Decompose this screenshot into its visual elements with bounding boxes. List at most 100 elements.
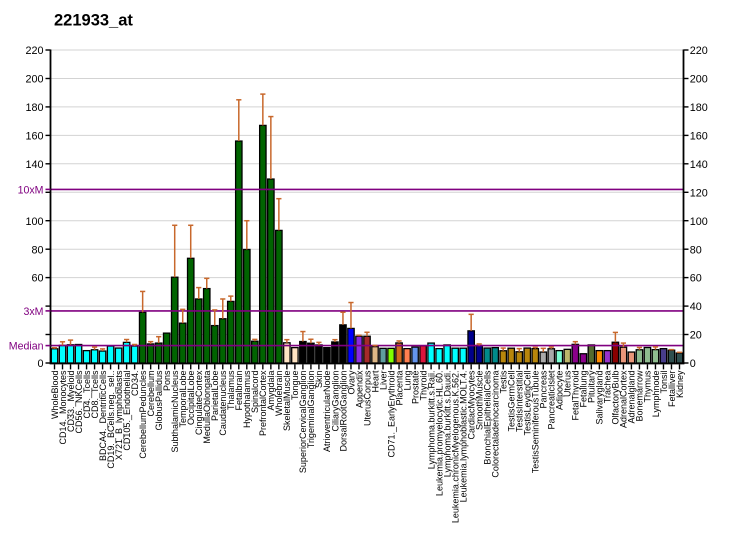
svg-text:Thymus: Thymus [643, 370, 653, 403]
svg-text:GlobusPallidus: GlobusPallidus [154, 370, 164, 431]
svg-text:20: 20 [690, 330, 702, 342]
svg-text:Caudatenucleus: Caudatenucleus [218, 370, 228, 436]
svg-text:Adrenalgland: Adrenalgland [627, 371, 637, 424]
svg-text:Lymphoma.burkitt.s.Daudi.: Lymphoma.burkitt.s.Daudi. [442, 371, 452, 478]
svg-text:Cerebellum: Cerebellum [146, 371, 156, 417]
svg-text:Prostate: Prostate [410, 371, 420, 405]
svg-text:180: 180 [690, 102, 708, 114]
svg-text:40: 40 [690, 301, 702, 313]
svg-text:CD8._Tcells: CD8._Tcells [90, 370, 100, 419]
svg-text:140: 140 [25, 159, 43, 171]
svg-text:Appendix: Appendix [354, 370, 364, 408]
svg-text:Uterus: Uterus [563, 370, 573, 397]
svg-text:Thalamus: Thalamus [226, 370, 236, 410]
svg-text:AtrioventricularNode: AtrioventricularNode [322, 371, 332, 453]
svg-text:60: 60 [690, 273, 702, 285]
svg-text:Kidney: Kidney [675, 370, 685, 398]
svg-text:AdrenalCortex: AdrenalCortex [619, 370, 629, 428]
svg-text:X721_B_lymphoblasts: X721_B_lymphoblasts [114, 370, 124, 460]
svg-text:Lung: Lung [402, 371, 412, 391]
svg-text:ParietalLobe: ParietalLobe [210, 371, 220, 422]
svg-text:Leukemia.chronicMyelogenous.K.: Leukemia.chronicMyelogenous.K.562. [450, 371, 460, 524]
svg-text:Fetalliver: Fetalliver [667, 371, 677, 408]
svg-text:CD56._NKCells: CD56._NKCells [74, 370, 84, 434]
svg-text:CerebellumPeduncles: CerebellumPeduncles [138, 370, 148, 459]
svg-text:120: 120 [690, 187, 708, 199]
svg-text:Leukemia.lymphoblastic.MOLT.4.: Leukemia.lymphoblastic.MOLT.4. [458, 371, 468, 503]
svg-text:Heart: Heart [370, 370, 380, 393]
svg-text:0: 0 [690, 358, 696, 370]
svg-text:TrigeminalGanglion: TrigeminalGanglion [306, 371, 316, 449]
svg-text:OlfactoryBulb: OlfactoryBulb [611, 371, 621, 425]
svg-text:SubthalamicNucleus: SubthalamicNucleus [170, 370, 180, 453]
svg-text:0: 0 [37, 358, 43, 370]
svg-text:Tonsil: Tonsil [659, 371, 669, 394]
svg-text:SkeletalMuscle: SkeletalMuscle [282, 371, 292, 432]
svg-text:TestisSeminiferousTubule: TestisSeminiferousTubule [531, 371, 541, 474]
svg-text:TestisGermCell: TestisGermCell [507, 371, 517, 432]
svg-text:Salivarygland: Salivarygland [595, 371, 605, 425]
svg-text:Thyroid: Thyroid [418, 371, 428, 401]
svg-text:Placenta: Placenta [394, 371, 404, 406]
svg-text:Lymphoma.burkitt.s.Raji.: Lymphoma.burkitt.s.Raji. [426, 371, 436, 470]
svg-text:180: 180 [25, 102, 43, 114]
svg-text:220: 220 [25, 45, 43, 57]
svg-text:100: 100 [690, 216, 708, 228]
svg-text:200: 200 [690, 74, 708, 86]
svg-text:Spinalcord: Spinalcord [250, 371, 260, 414]
svg-text:PancreaticIslet: PancreaticIslet [547, 370, 557, 430]
svg-text:80: 80 [690, 244, 702, 256]
svg-text:CD34.: CD34. [130, 371, 140, 397]
svg-text:3xM: 3xM [23, 306, 43, 318]
svg-text:SuperiorCervicalGanglion: SuperiorCervicalGanglion [298, 371, 308, 474]
svg-text:CD4._Tcells: CD4._Tcells [82, 370, 92, 419]
svg-text:CiliaryGanglion: CiliaryGanglion [330, 371, 340, 432]
svg-text:Trachea: Trachea [603, 371, 613, 404]
svg-text:80: 80 [31, 244, 43, 256]
svg-text:140: 140 [690, 159, 708, 171]
svg-text:PrefrontalCortex: PrefrontalCortex [258, 370, 268, 436]
svg-text:CD71._EarlyErythroid: CD71._EarlyErythroid [386, 371, 396, 458]
svg-text:Fetalbrain: Fetalbrain [234, 371, 244, 411]
svg-text:10xM: 10xM [18, 185, 44, 197]
svg-text:Pancreas: Pancreas [539, 370, 549, 409]
svg-text:160: 160 [690, 131, 708, 143]
svg-text:TestisInterstitial: TestisInterstitial [515, 371, 525, 433]
svg-text:Lymphnode: Lymphnode [651, 371, 661, 418]
svg-text:Amygdala: Amygdala [266, 371, 276, 411]
svg-text:DorsalRootGanglion: DorsalRootGanglion [338, 371, 348, 452]
svg-text:Pituitary: Pituitary [587, 370, 597, 403]
svg-text:TestisLeydigCell: TestisLeydigCell [523, 371, 533, 436]
svg-text:Ovary: Ovary [346, 370, 356, 395]
svg-text:CD14._Monocytes: CD14._Monocytes [58, 370, 68, 445]
svg-text:Fetallung: Fetallung [579, 371, 589, 408]
svg-text:MedullaOblongata: MedullaOblongata [202, 371, 212, 444]
svg-text:CingulateCortex: CingulateCortex [194, 370, 204, 435]
svg-text:100: 100 [25, 216, 43, 228]
svg-text:Hypothalamus: Hypothalamus [242, 370, 252, 428]
svg-text:221933_at: 221933_at [54, 11, 133, 29]
svg-text:160: 160 [25, 131, 43, 143]
svg-text:Bonemarrow: Bonemarrow [635, 370, 645, 422]
svg-text:Leukemia.promyelocytic.HL.60.: Leukemia.promyelocytic.HL.60. [434, 371, 444, 497]
svg-text:Skin: Skin [314, 371, 324, 389]
svg-text:Adipocyte: Adipocyte [555, 371, 565, 411]
svg-text:Tongue: Tongue [290, 371, 300, 401]
svg-text:WholeBlood: WholeBlood [50, 371, 60, 420]
svg-text:Wholebrain: Wholebrain [274, 371, 284, 417]
svg-text:Testis: Testis [499, 370, 509, 394]
svg-text:Median: Median [9, 341, 44, 353]
svg-text:200: 200 [25, 74, 43, 86]
svg-text:BDCA4._DentriticCells: BDCA4._DentriticCells [98, 370, 108, 461]
svg-text:60: 60 [31, 273, 43, 285]
svg-text:FetalThyroid: FetalThyroid [571, 371, 581, 421]
svg-text:CD105._Endothelial: CD105._Endothelial [122, 371, 132, 451]
svg-text:220: 220 [690, 45, 708, 57]
svg-text:Pons: Pons [162, 370, 172, 391]
svg-text:Colorectaladenocarcinoma: Colorectaladenocarcinoma [491, 371, 501, 478]
svg-text:TemporalLobe: TemporalLobe [178, 371, 188, 428]
svg-text:BronchialEpithelialCells: BronchialEpithelialCells [482, 370, 492, 465]
svg-text:UterusCorpus: UterusCorpus [362, 370, 372, 426]
svg-text:CD33._Myeloid: CD33._Myeloid [66, 371, 76, 433]
svg-text:OccipitalLobe: OccipitalLobe [186, 371, 196, 426]
